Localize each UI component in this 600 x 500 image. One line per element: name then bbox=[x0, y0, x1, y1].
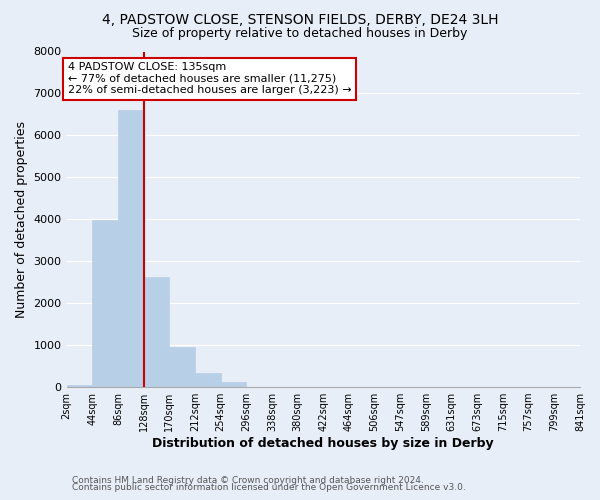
Bar bbox=[118, 110, 143, 387]
Bar bbox=[92, 220, 118, 387]
Bar bbox=[67, 384, 92, 387]
Bar bbox=[143, 277, 169, 387]
Text: Size of property relative to detached houses in Derby: Size of property relative to detached ho… bbox=[133, 28, 467, 40]
Text: 4, PADSTOW CLOSE, STENSON FIELDS, DERBY, DE24 3LH: 4, PADSTOW CLOSE, STENSON FIELDS, DERBY,… bbox=[102, 12, 498, 26]
Bar bbox=[221, 382, 246, 387]
Text: Contains public sector information licensed under the Open Government Licence v3: Contains public sector information licen… bbox=[72, 484, 466, 492]
X-axis label: Distribution of detached houses by size in Derby: Distribution of detached houses by size … bbox=[152, 437, 494, 450]
Bar bbox=[169, 347, 195, 387]
Text: 4 PADSTOW CLOSE: 135sqm
← 77% of detached houses are smaller (11,275)
22% of sem: 4 PADSTOW CLOSE: 135sqm ← 77% of detache… bbox=[68, 62, 352, 95]
Bar bbox=[195, 373, 221, 387]
Text: Contains HM Land Registry data © Crown copyright and database right 2024.: Contains HM Land Registry data © Crown c… bbox=[72, 476, 424, 485]
Y-axis label: Number of detached properties: Number of detached properties bbox=[15, 121, 28, 318]
